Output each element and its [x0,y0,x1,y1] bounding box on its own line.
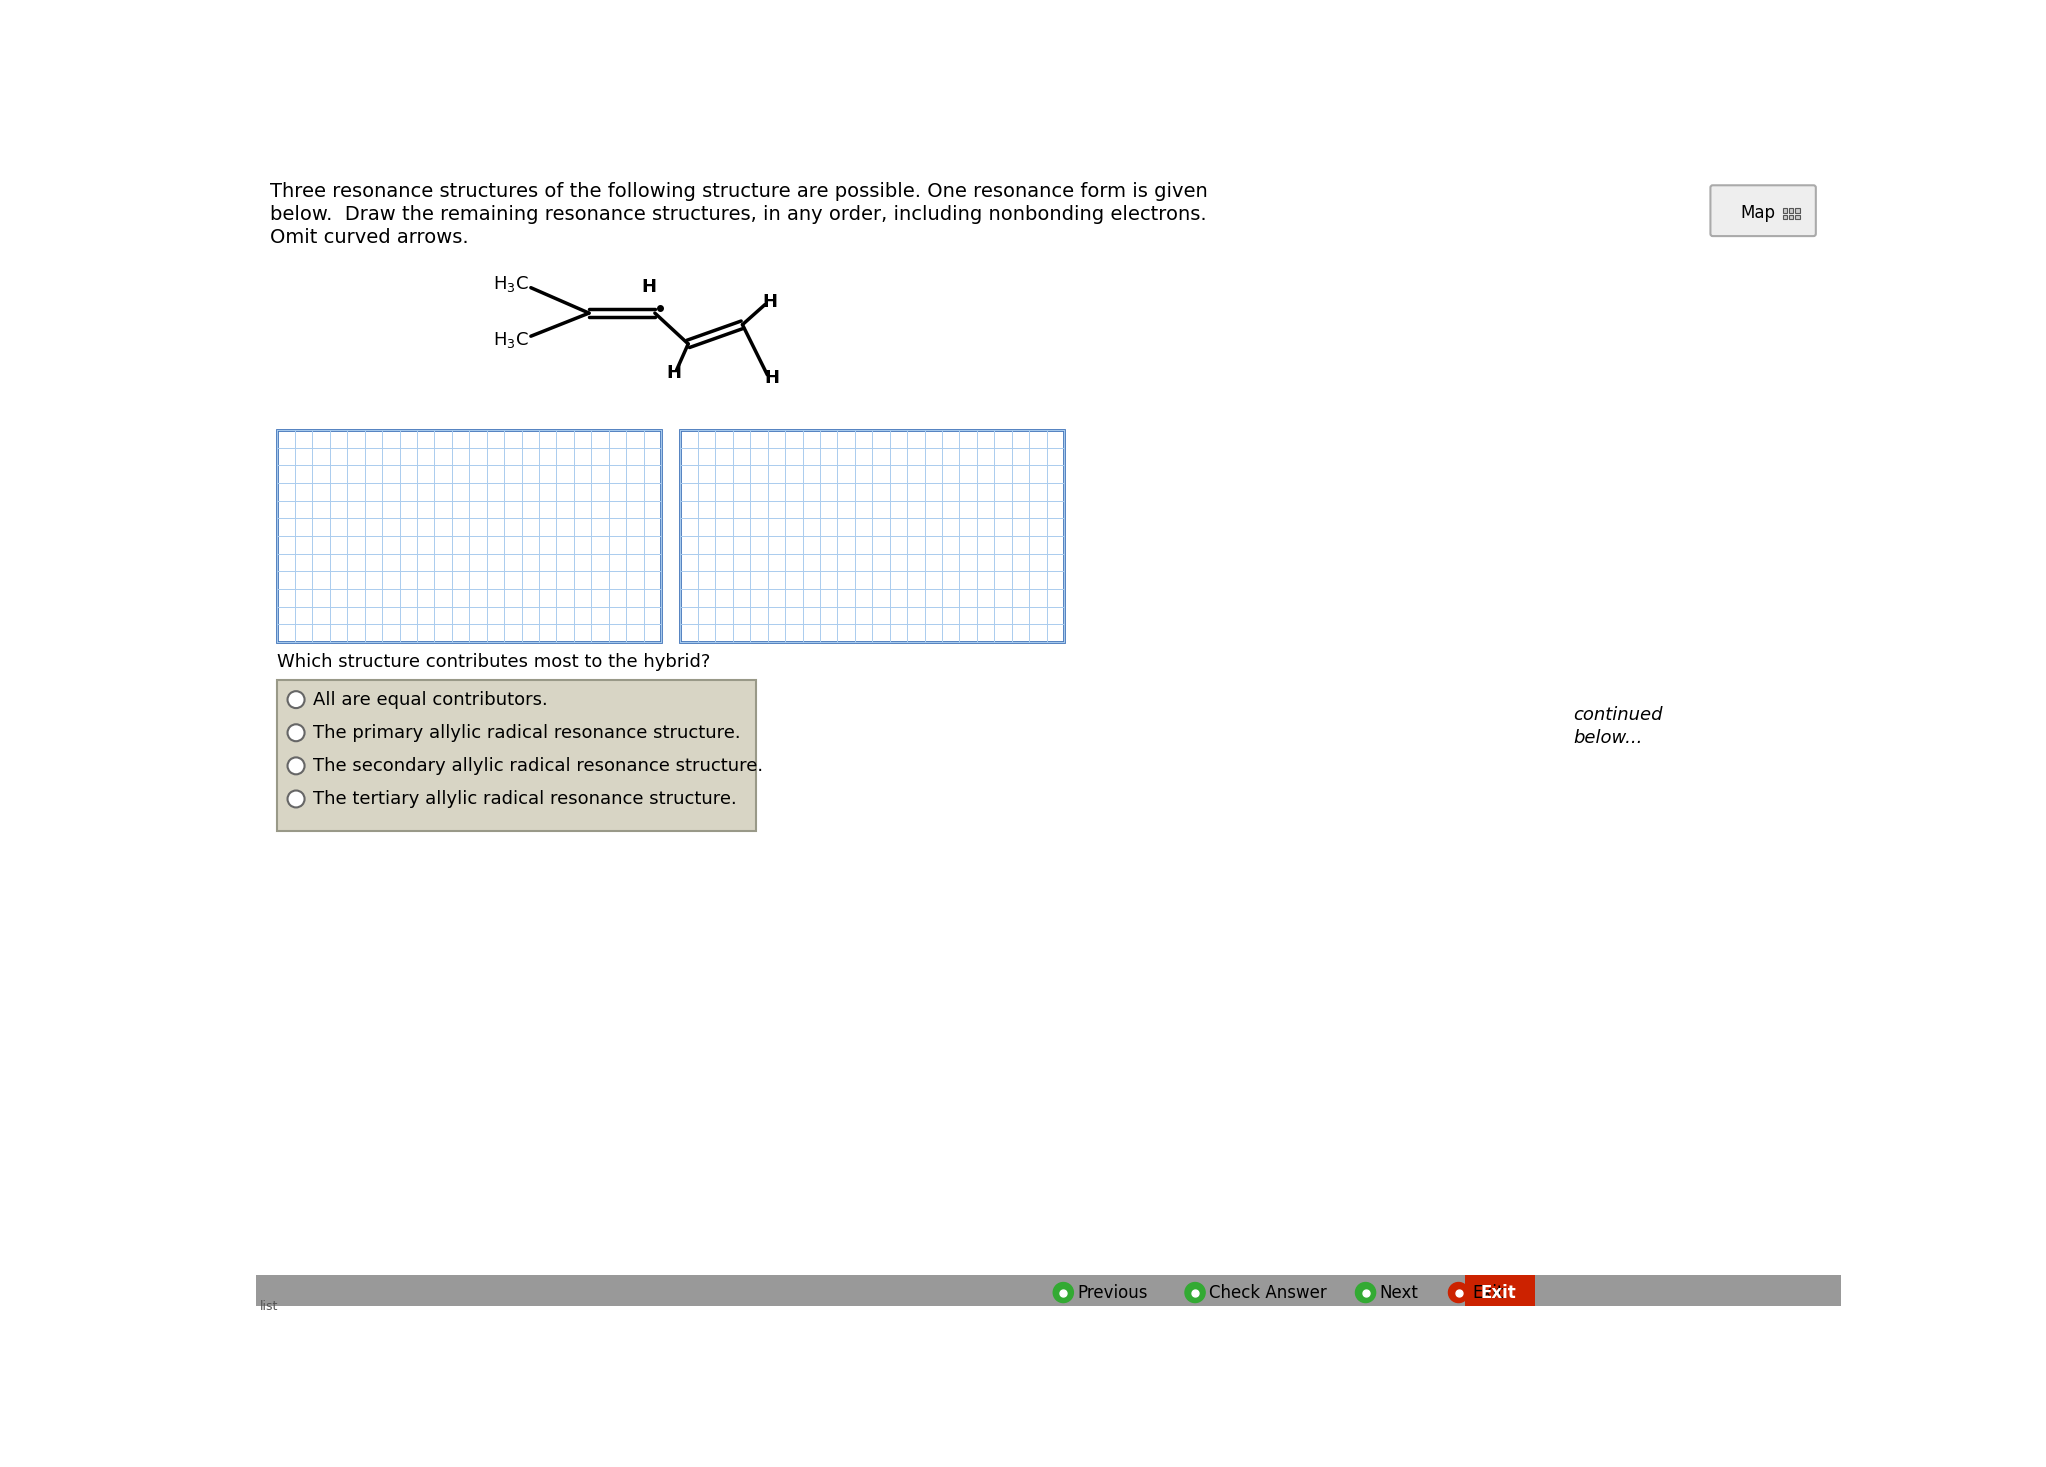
Text: The tertiary allylic radical resonance structure.: The tertiary allylic radical resonance s… [313,789,737,808]
Text: Exit: Exit [1479,1284,1516,1301]
Bar [1788,214,1794,219]
Text: Map: Map [1739,204,1774,222]
Text: Check Answer: Check Answer [1209,1284,1326,1301]
Text: Which structure contributes most to the hybrid?: Which structure contributes most to the … [278,653,710,672]
Text: Omit curved arrows.: Omit curved arrows. [270,229,469,248]
Circle shape [1449,1282,1469,1303]
Bar [1782,208,1786,213]
Text: below.  Draw the remaining resonance structures, in any order, including nonbond: below. Draw the remaining resonance stru… [270,205,1207,224]
Circle shape [1054,1282,1074,1303]
Text: H$_3$C: H$_3$C [493,274,528,293]
Text: Three resonance structures of the following structure are possible. One resonanc: Three resonance structures of the follow… [270,182,1207,201]
Circle shape [1185,1282,1205,1303]
Text: H: H [640,277,657,296]
Bar [1782,214,1786,219]
Circle shape [288,691,305,709]
Text: Next: Next [1379,1284,1418,1301]
Bar [681,430,1064,643]
Text: Exit: Exit [1473,1284,1504,1301]
Bar [1788,208,1794,213]
Bar [256,1275,1841,1306]
Circle shape [288,757,305,775]
Text: below...: below... [1573,729,1643,747]
Text: All are equal contributors.: All are equal contributors. [313,691,548,709]
Bar [278,430,661,643]
Bar [1794,208,1800,213]
Text: continued: continued [1573,706,1663,723]
Text: H: H [667,364,681,383]
Text: The primary allylic radical resonance structure.: The primary allylic radical resonance st… [313,723,741,742]
Circle shape [1354,1282,1375,1303]
FancyBboxPatch shape [1710,185,1817,236]
Text: list: list [260,1300,278,1313]
Text: H: H [765,368,780,387]
Text: H$_3$C: H$_3$C [493,330,528,351]
Text: Previous: Previous [1078,1284,1148,1301]
Bar [1465,1275,1534,1306]
Circle shape [288,725,305,741]
Text: The secondary allylic radical resonance structure.: The secondary allylic radical resonance … [313,757,763,775]
Bar [278,681,757,830]
Circle shape [288,791,305,807]
Bar [1794,214,1800,219]
Text: H: H [761,292,777,311]
